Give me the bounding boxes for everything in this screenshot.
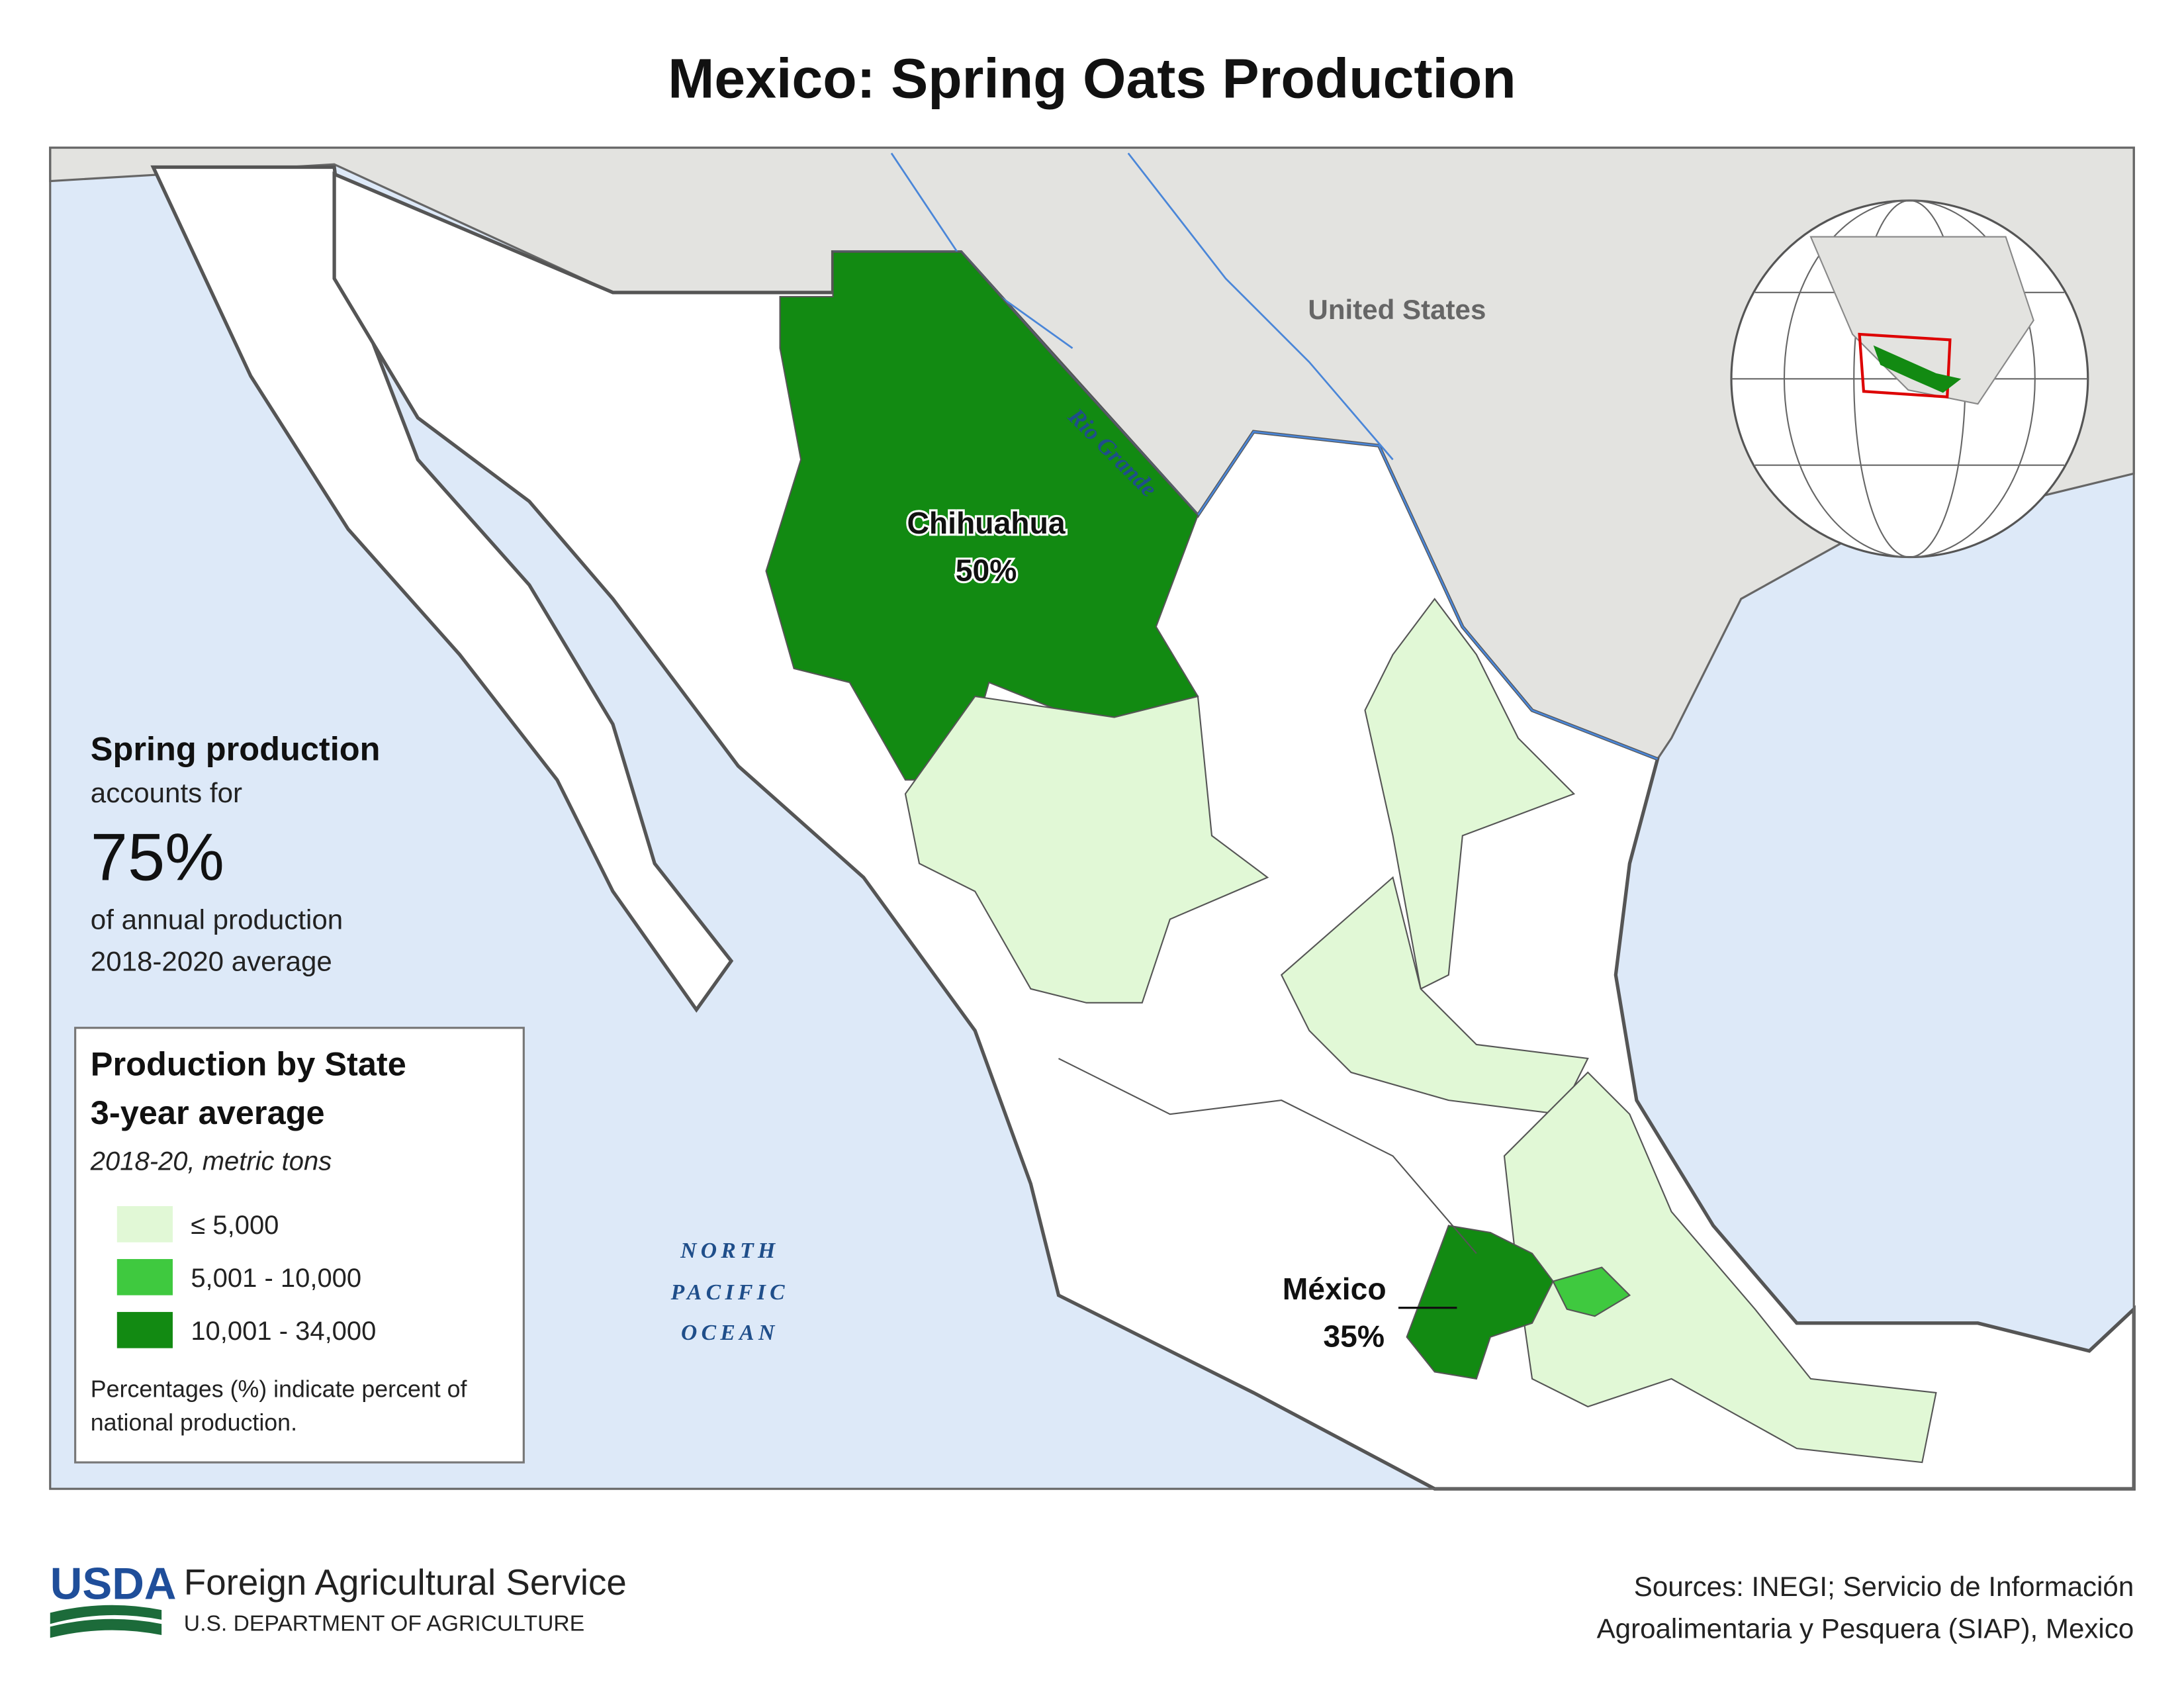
logo-swoosh [50, 1605, 162, 1624]
legend-swatch [116, 1206, 173, 1243]
legend-title: Production by State [91, 1045, 406, 1082]
callout-text: of annual production [91, 904, 343, 935]
callout-heading: Spring production [91, 730, 381, 768]
legend-label: ≤ 5,000 [191, 1211, 279, 1240]
legend-note: national production. [91, 1409, 297, 1436]
state-mexico [1406, 1225, 1554, 1380]
state-durango [904, 695, 1269, 1004]
sources: Agroalimentaria y Pesquera (SIAP), Mexic… [1597, 1613, 2134, 1644]
region-name: Chihuahua [907, 506, 1066, 540]
state-tlaxcala [1552, 1266, 1631, 1317]
state-nuevo-leon [1364, 597, 1576, 990]
sources: Sources: INEGI; Servicio de Información [1634, 1571, 2134, 1602]
legend-label: 5,001 - 10,000 [191, 1264, 361, 1293]
legend-note: Percentages (%) indicate percent of [91, 1376, 467, 1402]
legend-swatch [116, 1258, 173, 1295]
region-share: 35% [1323, 1319, 1385, 1354]
region-share: 50% [956, 553, 1017, 587]
map-frame [49, 146, 2135, 1490]
state-border [1058, 1058, 1477, 1254]
ocean-label: PACIFIC [670, 1280, 789, 1305]
ocean-label: OCEAN [681, 1321, 779, 1345]
region-name: México [1283, 1272, 1387, 1306]
river [1127, 152, 1394, 461]
title: Mexico: Spring Oats Production [668, 47, 1516, 109]
legend-items: ≤ 5,000 5,001 - 10,000 10,001 - 34,000 [116, 1206, 376, 1348]
globe-land [1809, 236, 2034, 405]
legend-box [74, 1027, 525, 1464]
globe-mexico [1873, 345, 1962, 393]
legend-swatch [116, 1311, 173, 1348]
usda-logo: USDA [50, 1559, 177, 1609]
legend-subtitle: 2018-20, metric tons [90, 1147, 332, 1176]
state-veracruz-puebla [1503, 1071, 1937, 1464]
country-label: United States [1308, 294, 1486, 325]
callout-text: accounts for [91, 777, 242, 808]
logo-swoosh [50, 1618, 162, 1638]
ocean-label: NORTH [680, 1239, 779, 1263]
callout-value: 75% [91, 821, 224, 895]
agency-name: Foreign Agricultural Service [184, 1562, 627, 1603]
legend-title: 3-year average [91, 1094, 325, 1131]
legend-label: 10,001 - 34,000 [191, 1317, 376, 1346]
globe-extent [1858, 332, 1952, 399]
department-name: U.S. DEPARTMENT OF AGRICULTURE [184, 1612, 584, 1636]
callout-text: 2018-2020 average [91, 945, 332, 976]
